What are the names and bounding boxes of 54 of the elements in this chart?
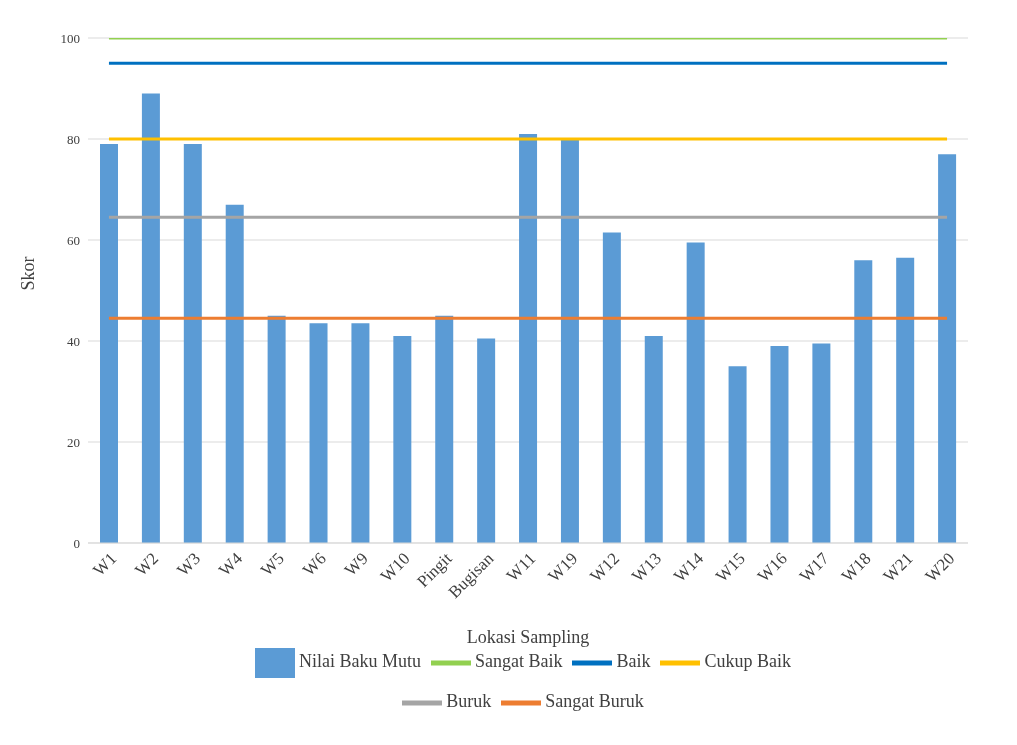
x-tick-label: W1	[89, 548, 121, 580]
x-tick-label: W21	[879, 548, 917, 586]
bar	[686, 242, 705, 543]
legend-label: Sangat Buruk	[545, 691, 644, 712]
x-tick-label: W4	[215, 548, 247, 580]
x-tick-label: W15	[712, 548, 749, 586]
legend-label: Sangat Baik	[474, 651, 563, 672]
y-tick-label: 80	[67, 131, 80, 147]
legend-label: Buruk	[446, 691, 492, 712]
x-tick-label: W17	[795, 548, 834, 586]
legend-label: Baik	[616, 651, 651, 672]
bar	[644, 335, 663, 543]
bar	[519, 133, 538, 543]
x-tick-label: W10	[376, 548, 414, 586]
x-tick-label: W20	[921, 548, 959, 586]
x-tick-label: W12	[586, 548, 624, 586]
bar	[141, 93, 160, 543]
bar	[938, 154, 957, 543]
legend-label: Cukup Baik	[704, 651, 791, 672]
y-tick-label: 0	[73, 535, 80, 551]
x-tick-label: W18	[837, 548, 875, 586]
bar	[351, 323, 370, 543]
bar	[812, 343, 831, 543]
bar	[435, 315, 454, 543]
bar	[183, 144, 202, 543]
x-tick-label: W11	[503, 548, 540, 586]
y-tick-label: 100	[60, 30, 80, 46]
bar	[267, 315, 286, 543]
bar	[225, 204, 244, 543]
bar	[309, 323, 328, 543]
bar	[393, 335, 412, 543]
y-tick-label: 40	[67, 333, 80, 349]
x-tick-label: W16	[753, 548, 791, 586]
y-tick-label: 20	[67, 434, 80, 450]
bar	[100, 144, 118, 543]
bar	[770, 346, 789, 543]
x-tick-label: W14	[670, 548, 708, 586]
x-tick-label: W5	[257, 548, 288, 580]
bar	[854, 260, 873, 543]
bar	[602, 232, 621, 543]
x-tick-label: W3	[173, 548, 205, 580]
legend-label: Nilai Baku Mutu	[298, 651, 421, 672]
x-axis-title: Lokasi Sampling	[466, 627, 590, 647]
x-tick-label: W2	[131, 548, 163, 580]
bar	[728, 366, 747, 543]
x-tick-label: W9	[340, 548, 372, 580]
x-tick-label: W19	[544, 548, 582, 586]
bar	[896, 257, 915, 543]
x-tick-label: W13	[628, 548, 666, 586]
bar	[560, 139, 579, 543]
bar	[477, 338, 496, 543]
y-tick-label: 60	[67, 232, 80, 248]
x-tick-label: W6	[299, 548, 330, 580]
y-axis-title: Skor	[18, 256, 39, 291]
